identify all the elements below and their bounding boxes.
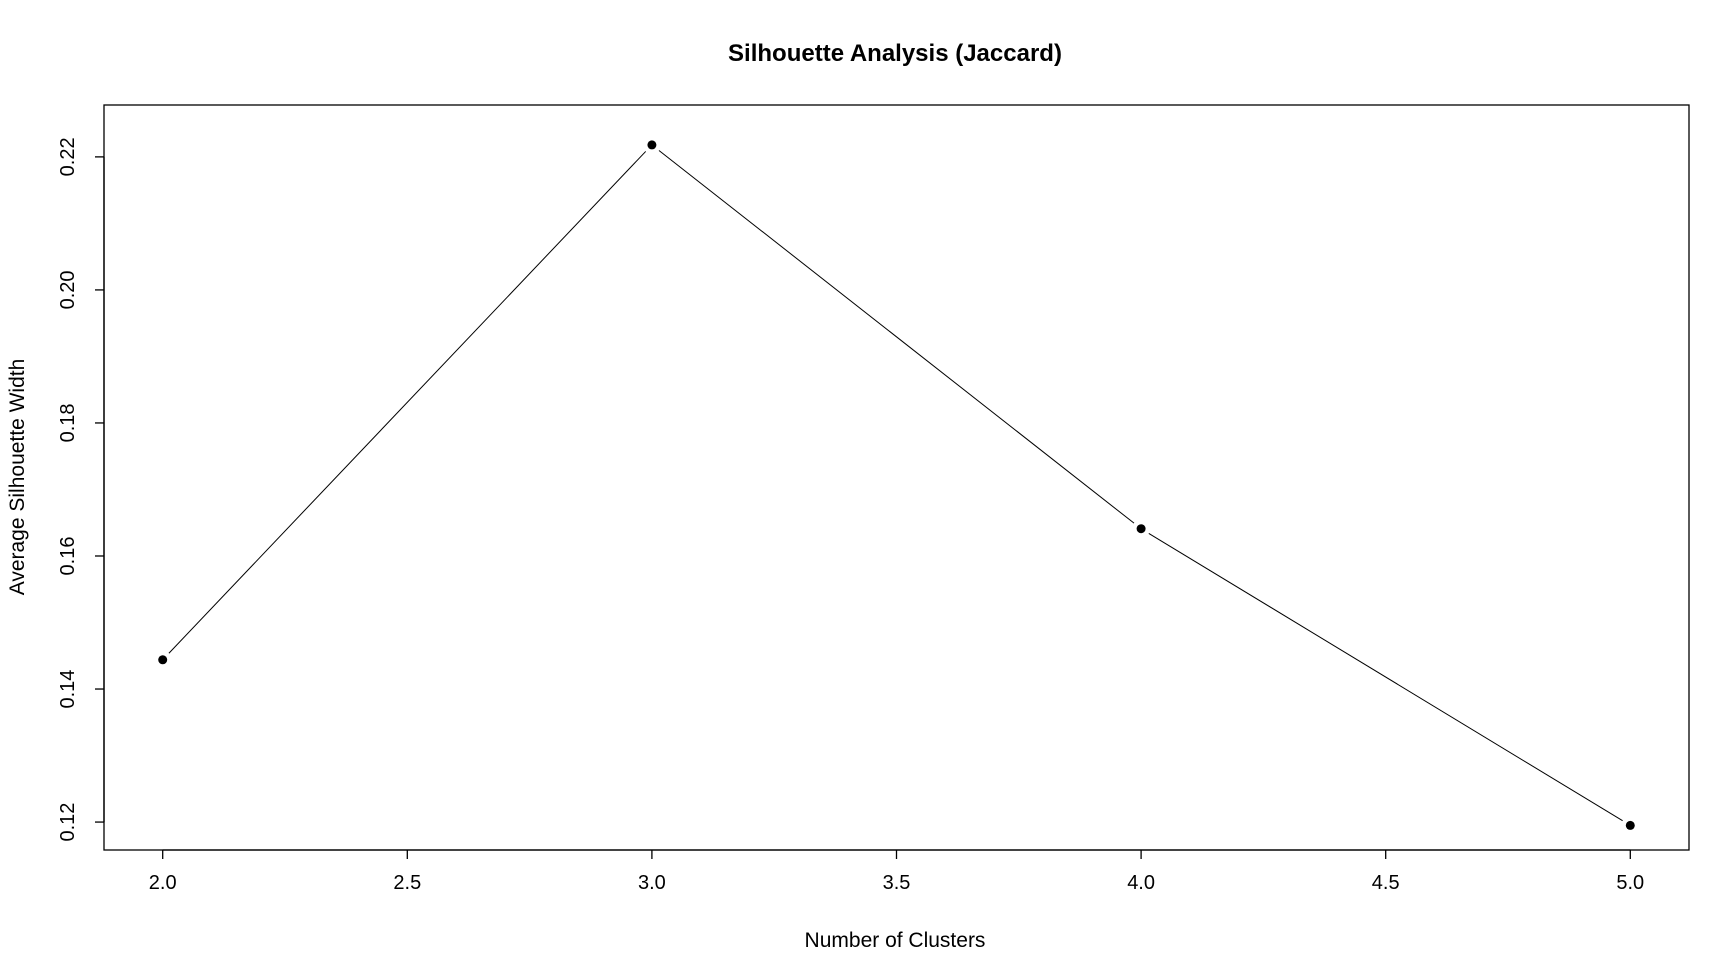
data-point: [158, 655, 168, 665]
y-tick-label: 0.22: [57, 137, 79, 176]
x-tick-label: 3.5: [883, 872, 911, 894]
y-axis-label: Average Silhouette Width: [6, 359, 29, 596]
x-axis-label: Number of Clusters: [805, 929, 986, 952]
x-tick-label: 3.0: [638, 872, 666, 894]
x-tick-label: 2.0: [149, 872, 177, 894]
y-tick-label: 0.20: [57, 270, 79, 309]
data-point: [1625, 820, 1635, 830]
chart-title: Silhouette Analysis (Jaccard): [728, 40, 1062, 67]
y-tick-label: 0.16: [57, 537, 79, 576]
y-tick-label: 0.18: [57, 403, 79, 442]
series-line-segment: [1148, 532, 1623, 822]
x-tick-label: 4.0: [1127, 872, 1155, 894]
data-series: [158, 140, 1635, 830]
x-tick-label: 2.5: [393, 872, 421, 894]
data-point: [647, 140, 657, 150]
data-point: [1136, 524, 1146, 534]
y-tick-label: 0.12: [57, 803, 79, 842]
series-line-segment: [658, 150, 1135, 524]
series-line-segment: [168, 151, 647, 654]
x-axis: 2.0 2.5 3.0 3.5 4.0 4.5 5.0: [149, 849, 1644, 894]
x-tick-label: 5.0: [1616, 872, 1644, 894]
y-axis: 0.12 0.14 0.16 0.18 0.20 0.22: [57, 137, 105, 842]
x-tick-label: 4.5: [1372, 872, 1400, 894]
y-tick-label: 0.14: [57, 670, 79, 709]
